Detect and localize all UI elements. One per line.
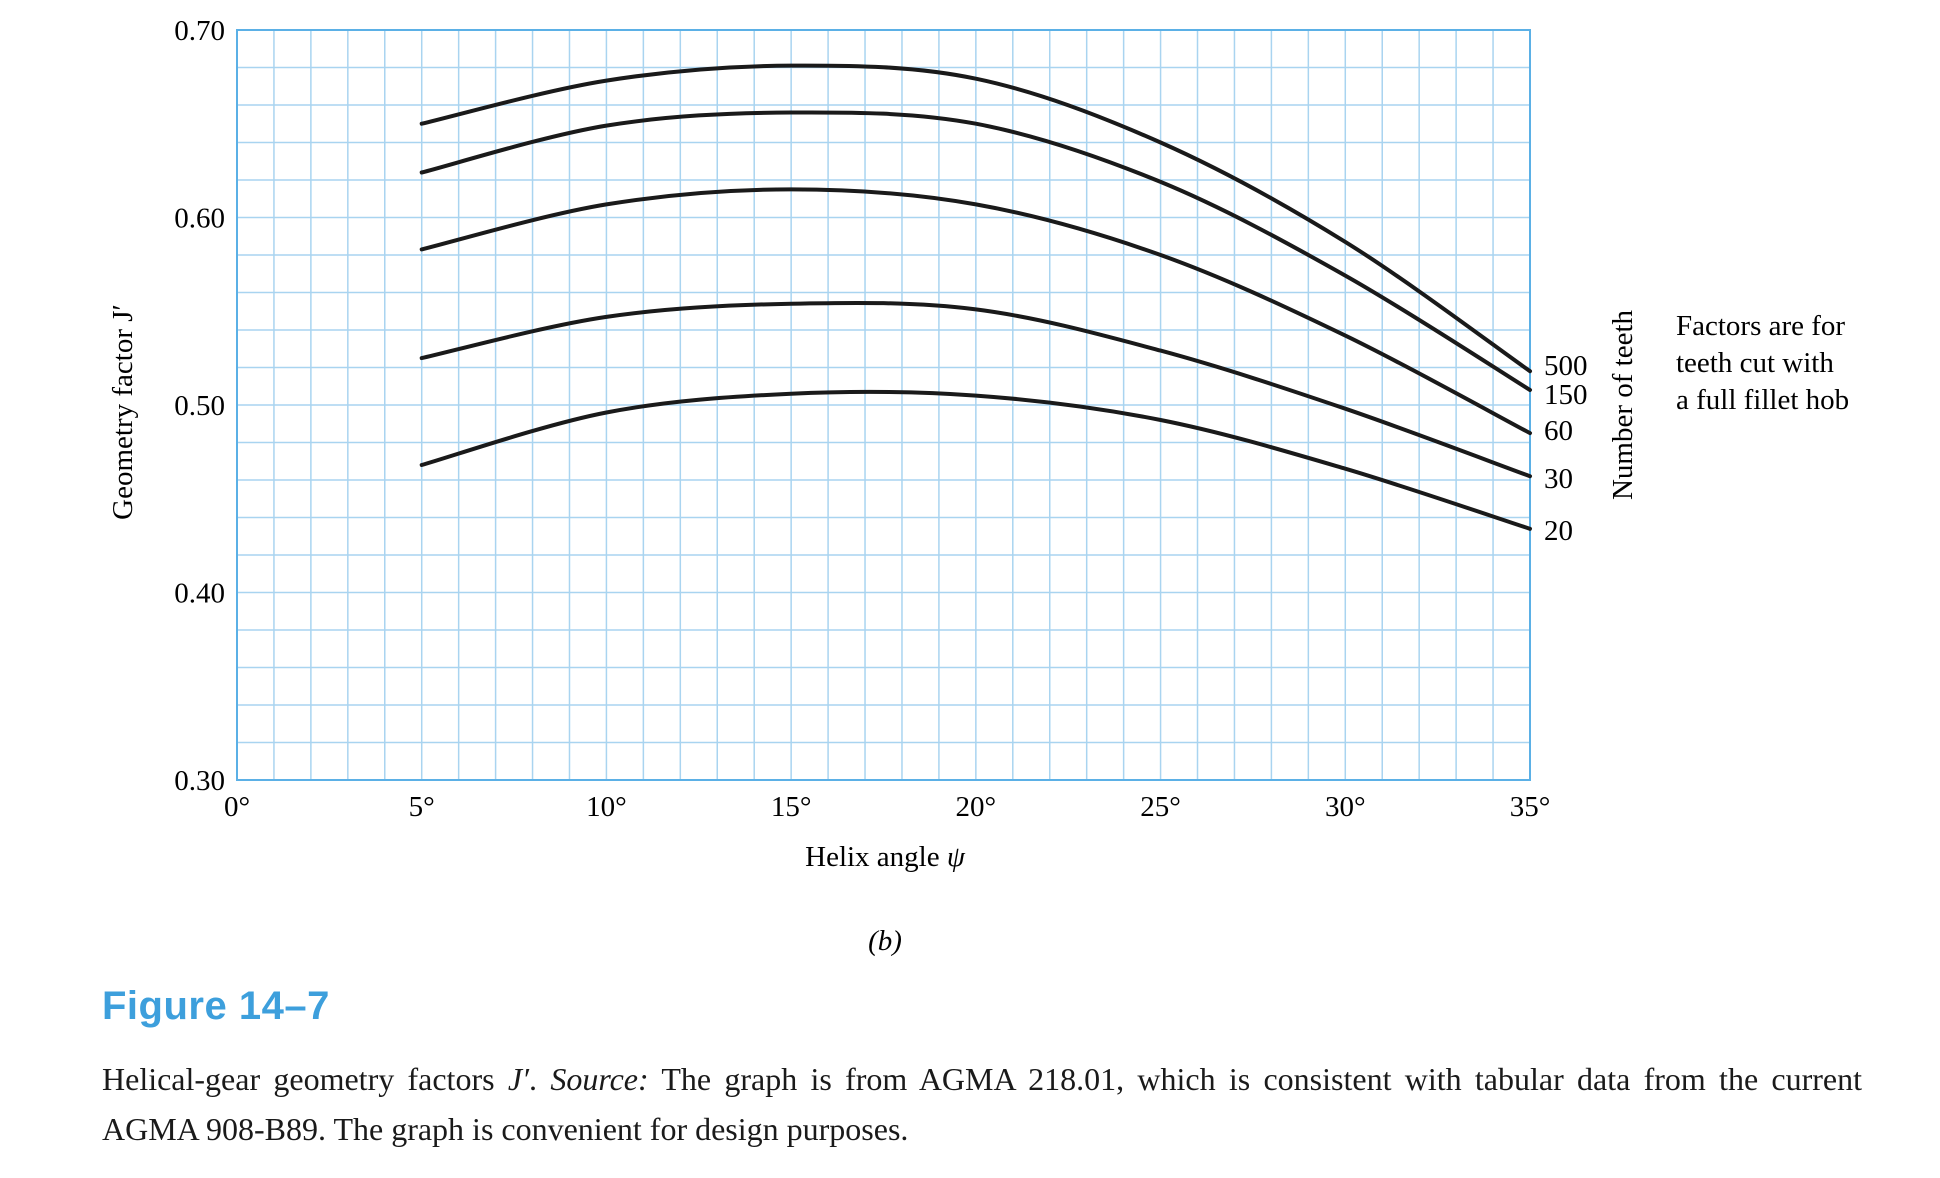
x-tick-label: 5° xyxy=(409,791,435,823)
figure-title: Figure 14–7 xyxy=(102,984,330,1028)
figure-caption: Helical-gear geometry factors J′. Source… xyxy=(102,1054,1862,1154)
caption-text: Helical-gear geometry factors xyxy=(102,1061,508,1097)
y-tick-label: 0.60 xyxy=(174,203,225,235)
series-layer xyxy=(419,63,1532,531)
tick-labels: 0° 5° 10° 15° 20° 25° 30° 35° 0.30 0.40 0.50 0.60 0.… xyxy=(174,15,1550,823)
caption-symbol: J′ xyxy=(507,1061,530,1097)
series-line-150 xyxy=(419,110,1532,392)
legend-title: Number of teeth xyxy=(1607,309,1639,500)
y-tick-label: 0.30 xyxy=(174,765,225,797)
annotation: Factors are for teeth cut with a full fi… xyxy=(1676,310,1849,416)
annotation-line: teeth cut with xyxy=(1676,347,1834,379)
series-line-30 xyxy=(419,300,1532,479)
x-tick-label: 15° xyxy=(771,791,812,823)
series-label-30: 30 xyxy=(1544,463,1573,495)
series-line-500 xyxy=(419,63,1532,374)
x-tick-label: 25° xyxy=(1140,791,1181,823)
y-axis-label: Geometry factor J′ xyxy=(107,304,139,520)
caption-text: The graph is from AGMA 218.01, which is … xyxy=(102,1061,1863,1147)
x-tick-label: 10° xyxy=(586,791,627,823)
chart: 0° 5° 10° 15° 20° 25° 30° 35° 0.30 0.40 0.50 0.60 0.… xyxy=(107,15,1849,957)
caption-text: . xyxy=(529,1061,551,1097)
annotation-line: Factors are for xyxy=(1676,310,1845,342)
x-axis-label: Helix angle ψ xyxy=(805,841,966,873)
x-tick-label: 20° xyxy=(956,791,997,823)
caption-source-label: Source: xyxy=(550,1061,649,1097)
series-label-20: 20 xyxy=(1544,515,1573,547)
x-tick-label: 35° xyxy=(1510,791,1551,823)
y-tick-label: 0.40 xyxy=(174,578,225,610)
grid-layer xyxy=(236,29,1531,781)
x-tick-label: 30° xyxy=(1325,791,1366,823)
panel-label: (b) xyxy=(868,925,902,957)
series-line-20 xyxy=(419,389,1532,531)
series-label-150: 150 xyxy=(1544,379,1588,411)
annotation-line: a full fillet hob xyxy=(1676,384,1849,416)
series-label-500: 500 xyxy=(1544,350,1588,382)
plot-frame xyxy=(236,29,1531,781)
series-line-60 xyxy=(419,187,1532,436)
y-tick-label: 0.70 xyxy=(174,15,225,47)
x-tick-label: 0° xyxy=(224,791,250,823)
series-label-60: 60 xyxy=(1544,415,1573,447)
y-tick-label: 0.50 xyxy=(174,390,225,422)
